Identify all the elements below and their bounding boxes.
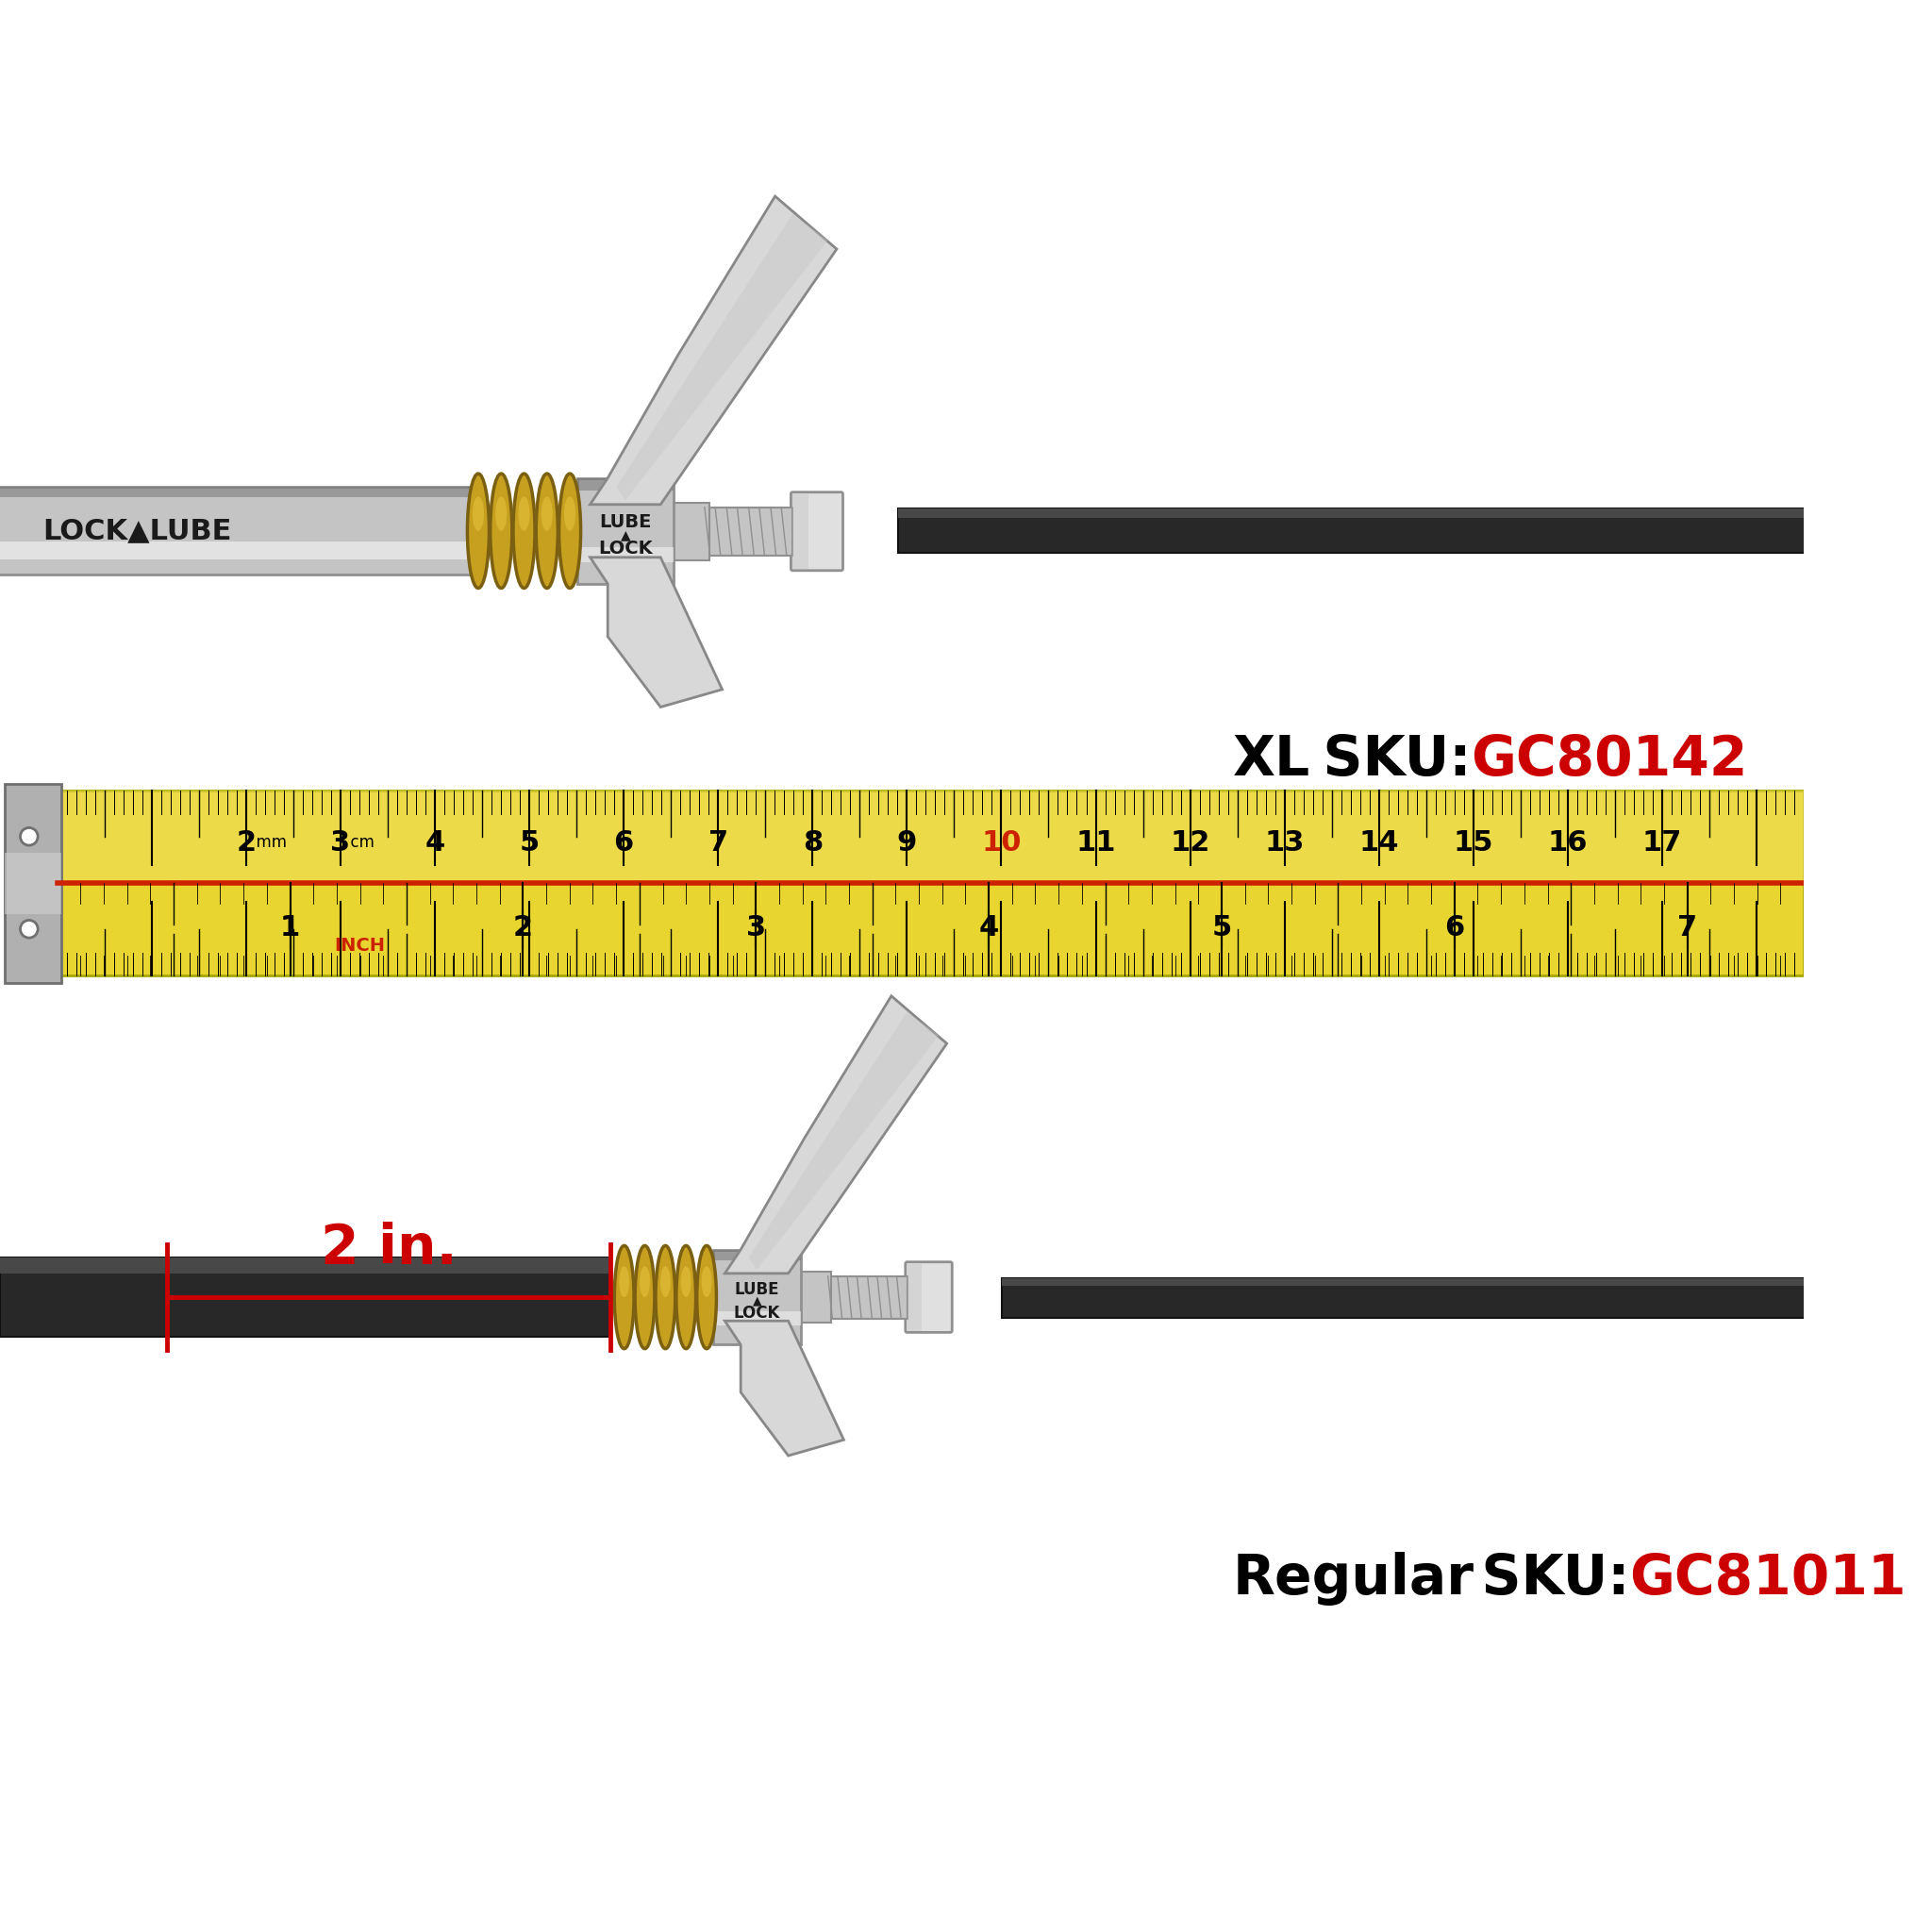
Circle shape (19, 827, 39, 846)
Bar (0, 487, 475, 497)
Text: LOCK: LOCK (599, 539, 653, 558)
Polygon shape (589, 556, 723, 707)
Text: 9: 9 (896, 829, 918, 856)
Text: 7: 7 (1677, 914, 1698, 941)
Bar (578, 477, 674, 583)
Text: 1: 1 (280, 914, 299, 941)
Text: 16: 16 (1548, 829, 1588, 856)
Bar (0, 541, 475, 558)
Ellipse shape (697, 1246, 717, 1349)
Bar (713, 1312, 800, 1325)
Bar (713, 1250, 800, 1345)
Bar (898, 508, 1849, 553)
Bar (796, 1271, 831, 1323)
Text: 14: 14 (1358, 829, 1399, 856)
Bar (668, 502, 709, 560)
Text: SKU:: SKU: (1304, 732, 1490, 786)
Ellipse shape (495, 497, 506, 531)
Text: 6: 6 (1445, 914, 1464, 941)
Text: GC81011: GC81011 (1629, 1551, 1907, 1605)
Ellipse shape (618, 1265, 630, 1296)
Polygon shape (724, 995, 947, 1273)
Bar (4, 852, 62, 914)
Bar (1003, 1277, 1849, 1285)
Bar (58, 790, 1804, 883)
Ellipse shape (541, 497, 553, 531)
Text: 4: 4 (425, 829, 444, 856)
Ellipse shape (514, 473, 535, 587)
Polygon shape (589, 197, 837, 504)
FancyBboxPatch shape (906, 1262, 952, 1333)
Text: 2: 2 (236, 829, 257, 856)
Text: 3: 3 (330, 829, 350, 856)
Text: 13: 13 (1265, 829, 1304, 856)
Ellipse shape (564, 497, 576, 531)
FancyBboxPatch shape (790, 493, 842, 570)
Bar (0, 1258, 611, 1337)
Bar (792, 495, 808, 568)
Text: 8: 8 (802, 829, 823, 856)
Text: ▲: ▲ (620, 529, 630, 541)
Polygon shape (616, 214, 829, 500)
Text: GC80142: GC80142 (1470, 732, 1748, 786)
Text: mm: mm (245, 835, 286, 850)
Polygon shape (748, 1012, 939, 1269)
Text: 2 in.: 2 in. (321, 1221, 458, 1275)
Bar (578, 477, 674, 491)
Text: 2: 2 (514, 914, 533, 941)
Text: cm: cm (340, 835, 375, 850)
Text: 17: 17 (1642, 829, 1683, 856)
Text: 1: 1 (280, 914, 299, 941)
Ellipse shape (491, 473, 512, 587)
Bar (4, 784, 62, 983)
Text: XL: XL (1233, 732, 1310, 786)
Bar (0, 487, 475, 576)
Text: 12: 12 (1171, 829, 1209, 856)
Bar (578, 547, 674, 562)
Text: LOCK: LOCK (734, 1304, 781, 1321)
Text: LUBE: LUBE (734, 1281, 779, 1298)
Text: 15: 15 (1453, 829, 1493, 856)
Ellipse shape (558, 473, 582, 587)
Text: 11: 11 (1076, 829, 1117, 856)
Text: 5: 5 (520, 829, 539, 856)
Ellipse shape (518, 497, 529, 531)
Polygon shape (724, 1321, 844, 1455)
Text: 7: 7 (709, 829, 728, 856)
Circle shape (19, 920, 39, 937)
Text: ▲: ▲ (752, 1294, 761, 1306)
Ellipse shape (535, 473, 558, 587)
Ellipse shape (701, 1265, 711, 1296)
Bar (829, 1275, 908, 1320)
Text: 4: 4 (980, 914, 999, 941)
Text: LUBE: LUBE (599, 514, 651, 531)
Ellipse shape (473, 497, 485, 531)
Ellipse shape (661, 1265, 670, 1296)
Text: LOCK▲LUBE: LOCK▲LUBE (43, 518, 232, 545)
Bar (705, 506, 792, 556)
Text: 10: 10 (981, 829, 1022, 856)
Bar (713, 1250, 800, 1260)
Text: INCH: INCH (334, 937, 386, 954)
Text: 5: 5 (1211, 914, 1231, 941)
Text: SKU:: SKU: (1463, 1551, 1648, 1605)
Ellipse shape (676, 1246, 696, 1349)
Ellipse shape (636, 1246, 655, 1349)
Bar (908, 1264, 922, 1331)
Text: Regular: Regular (1233, 1551, 1474, 1605)
Ellipse shape (680, 1265, 692, 1296)
Text: 3: 3 (746, 914, 765, 941)
Ellipse shape (614, 1246, 634, 1349)
Ellipse shape (655, 1246, 674, 1349)
Ellipse shape (468, 473, 489, 587)
Bar (1003, 1277, 1849, 1318)
Text: 6: 6 (614, 829, 634, 856)
Ellipse shape (639, 1265, 649, 1296)
Bar (58, 790, 1804, 976)
Bar (0, 1258, 611, 1273)
Bar (898, 508, 1849, 518)
